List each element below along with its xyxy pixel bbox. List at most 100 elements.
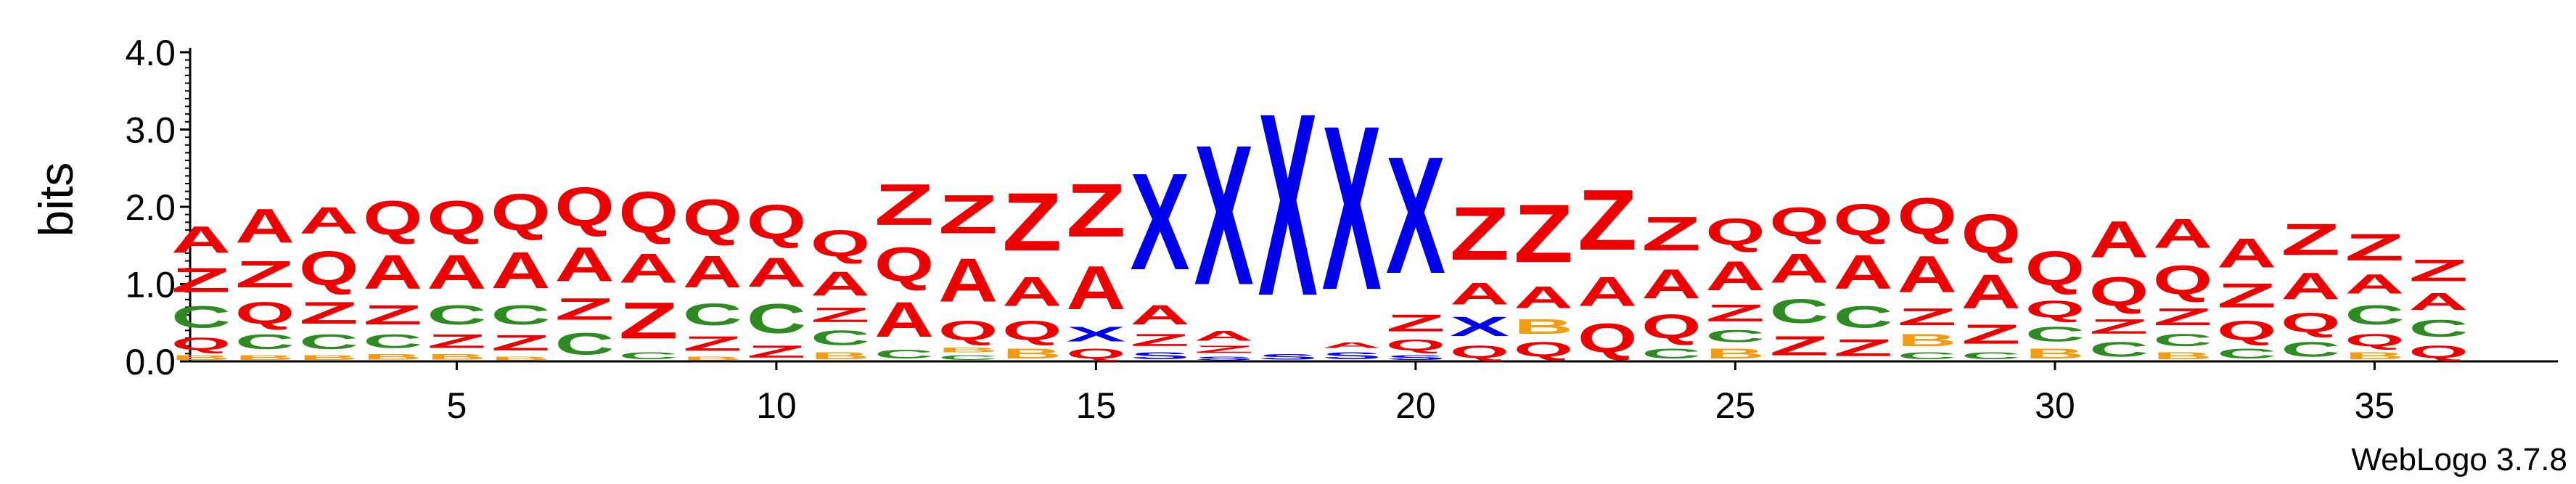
logo-letter-Q: Q (1386, 337, 1445, 353)
logo-letter-Q: Q (2025, 241, 2085, 295)
logo-letter-C: C (874, 348, 934, 361)
y-tick-label: 2.0 (125, 187, 176, 228)
logo-letter-Z: Z (363, 300, 422, 330)
logo-letter-C: C (2153, 331, 2212, 350)
x-tick-label: 20 (1395, 385, 1436, 426)
logo-letter-Z: Z (1386, 309, 1445, 336)
logo-letter-Q: Q (683, 189, 742, 247)
logo-letter-C: C (1641, 346, 1701, 361)
logo-letter-A: A (747, 250, 806, 295)
logo-letter-C: C (2025, 323, 2085, 346)
logo-letter-Z: Z (1514, 188, 1573, 280)
y-tick-label: 0.0 (125, 342, 176, 382)
logo-letter-Q: Q (2025, 295, 2085, 322)
logo-letter-Z: Z (2217, 276, 2276, 315)
logo-letter-A: A (491, 242, 550, 300)
logo-letter-Z: Z (171, 261, 231, 300)
logo-letter-C: C (938, 353, 998, 361)
logo-letter-Z: Z (1002, 176, 1062, 268)
logo-letter-A: A (2408, 288, 2468, 315)
logo-letter-A: A (874, 292, 934, 348)
x-tick-label: 10 (756, 385, 797, 426)
logo-letter-A: A (811, 265, 870, 303)
logo-letter-Q: Q (1898, 187, 1957, 245)
logo-letter-Q: Q (2089, 268, 2149, 315)
logo-letter-Z: Z (1450, 191, 1509, 276)
logo-letter-B: B (2153, 350, 2212, 361)
logo-letter-A: A (2153, 211, 2212, 257)
logo-letter-Z: Z (938, 184, 998, 245)
logo-letter-Z: Z (1641, 207, 1701, 261)
logo-letter-C: C (299, 330, 358, 353)
weblogo-version-label: WebLogo 3.7.8 (2351, 442, 2567, 477)
logo-letter-C: C (1705, 327, 1765, 345)
logo-letter-Z: Z (747, 343, 806, 361)
logo-letter-C: C (2089, 338, 2149, 361)
logo-letter-X: X (1450, 311, 1509, 342)
logo-letter-C: C (1898, 350, 1957, 361)
logo-letter-C: C (683, 298, 742, 332)
logo-letter-B: B (2025, 346, 2085, 361)
logo-letter-Q: Q (299, 241, 358, 295)
logo-letter-A: A (1769, 246, 1829, 292)
logo-letter-A: A (235, 199, 295, 253)
logo-letter-B: B (363, 352, 422, 361)
logo-letter-A: A (2089, 211, 2149, 269)
logo-letter-A: A (2217, 231, 2276, 276)
logo-letter-B: B (2345, 350, 2404, 361)
y-axis-title: bits (29, 163, 83, 237)
logo-letter-B: B (235, 353, 295, 361)
logo-letter-A: A (171, 218, 231, 261)
logo-letter-S: S (1322, 350, 1382, 361)
logo-letter-X: X (1386, 123, 1445, 309)
logo-letter-S: S (1258, 352, 1318, 361)
logo-letter-A: A (1705, 254, 1765, 300)
logo-letter-Z: Z (1194, 344, 1254, 356)
logo-letter-A: A (1450, 276, 1509, 311)
logo-letter-A: A (1130, 299, 1189, 330)
logo-letter-Q: Q (811, 222, 870, 264)
logo-letter-A: A (683, 247, 742, 298)
logo-letter-C: C (2217, 346, 2276, 361)
logo-letter-A: A (1961, 265, 2021, 319)
y-tick-label: 4.0 (125, 33, 176, 73)
logo-letter-B: B (171, 353, 231, 361)
logo-letter-C: C (363, 330, 422, 352)
logo-letter-B: B (1705, 346, 1765, 361)
logo-letter-C: C (555, 327, 615, 361)
logo-letter-Z: Z (555, 292, 615, 327)
logo-letter-X: X (1322, 77, 1382, 339)
logo-letter-A: A (1834, 245, 1893, 299)
logo-letter-Q: Q (171, 335, 231, 353)
x-tick-label: 30 (2035, 385, 2075, 426)
logo-letter-Q: Q (1834, 196, 1893, 246)
logo-stack-18: SX (1258, 59, 1318, 361)
logo-stack-23: QAZ (1578, 171, 1637, 361)
logo-letter-X: X (1066, 323, 1125, 346)
logo-letter-Z: Z (491, 330, 550, 355)
logo-letter-C: C (1961, 350, 2021, 361)
logo-letter-Q: Q (2281, 307, 2340, 338)
logo-letter-A: A (555, 237, 615, 291)
logo-letter-Q: Q (1705, 210, 1765, 253)
y-tick-label: 1.0 (125, 265, 176, 305)
logo-letter-Z: Z (1834, 334, 1893, 361)
logo-letter-C: C (619, 350, 678, 361)
logo-letter-Z: Z (2345, 226, 2404, 268)
